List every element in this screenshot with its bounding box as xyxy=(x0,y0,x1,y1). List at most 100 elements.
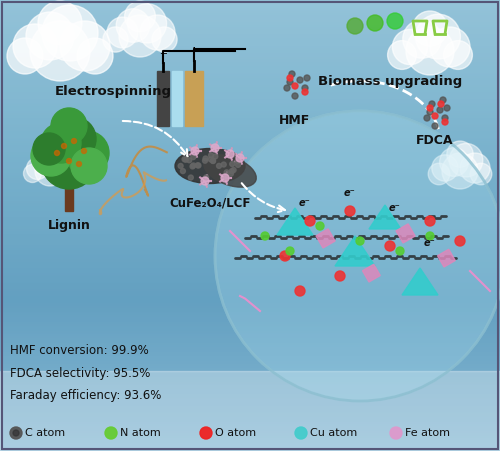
Circle shape xyxy=(71,148,107,184)
Text: N atom: N atom xyxy=(120,428,161,438)
Circle shape xyxy=(76,161,82,166)
Circle shape xyxy=(201,177,209,185)
Circle shape xyxy=(427,105,433,111)
Circle shape xyxy=(347,18,363,34)
FancyArrowPatch shape xyxy=(123,121,188,156)
Circle shape xyxy=(449,143,483,177)
Circle shape xyxy=(292,93,298,99)
Circle shape xyxy=(204,175,208,180)
Text: e⁻: e⁻ xyxy=(424,238,436,248)
Circle shape xyxy=(26,157,48,179)
Circle shape xyxy=(447,141,473,167)
Bar xyxy=(185,71,203,126)
Circle shape xyxy=(41,133,97,189)
Ellipse shape xyxy=(175,148,245,184)
Polygon shape xyxy=(369,205,401,229)
Text: Fe atom: Fe atom xyxy=(405,428,450,438)
Circle shape xyxy=(403,20,441,58)
Bar xyxy=(316,229,335,248)
Circle shape xyxy=(261,232,269,240)
Circle shape xyxy=(182,157,187,162)
Circle shape xyxy=(231,167,236,173)
Circle shape xyxy=(385,241,395,251)
Circle shape xyxy=(107,17,138,48)
Circle shape xyxy=(432,113,438,119)
Text: HMF conversion: 99.9%: HMF conversion: 99.9% xyxy=(10,345,149,358)
Circle shape xyxy=(208,153,214,158)
Circle shape xyxy=(7,38,43,74)
Circle shape xyxy=(470,163,492,185)
Circle shape xyxy=(191,163,196,168)
Circle shape xyxy=(460,153,490,183)
Circle shape xyxy=(387,13,403,29)
Circle shape xyxy=(128,4,166,43)
Circle shape xyxy=(221,162,226,167)
Text: +: + xyxy=(188,45,200,58)
Circle shape xyxy=(297,77,303,83)
Circle shape xyxy=(440,147,468,176)
Circle shape xyxy=(124,1,156,32)
Circle shape xyxy=(42,5,98,61)
Circle shape xyxy=(24,165,42,183)
Circle shape xyxy=(66,158,71,164)
Bar xyxy=(65,176,73,211)
Text: FDCA: FDCA xyxy=(416,134,454,147)
Circle shape xyxy=(442,115,448,121)
Circle shape xyxy=(10,427,22,439)
Circle shape xyxy=(203,156,208,161)
Circle shape xyxy=(52,117,96,161)
Text: Faraday efficiency: 93.6%: Faraday efficiency: 93.6% xyxy=(10,388,162,401)
Circle shape xyxy=(72,138,76,143)
Text: e⁻: e⁻ xyxy=(344,188,356,198)
Circle shape xyxy=(356,237,364,245)
Circle shape xyxy=(440,97,446,103)
Circle shape xyxy=(41,148,69,176)
Circle shape xyxy=(302,85,308,91)
Circle shape xyxy=(33,152,57,175)
Circle shape xyxy=(51,108,87,144)
Circle shape xyxy=(287,75,293,81)
Circle shape xyxy=(428,163,450,185)
Circle shape xyxy=(286,247,294,255)
Circle shape xyxy=(202,158,207,163)
Ellipse shape xyxy=(204,155,256,187)
Circle shape xyxy=(455,236,465,246)
Bar xyxy=(172,71,182,126)
Circle shape xyxy=(58,165,76,183)
Circle shape xyxy=(442,119,448,125)
Circle shape xyxy=(221,174,229,182)
Circle shape xyxy=(235,159,240,164)
Polygon shape xyxy=(277,208,313,235)
Circle shape xyxy=(345,206,355,216)
Circle shape xyxy=(65,131,109,175)
Circle shape xyxy=(280,251,290,261)
Text: C atom: C atom xyxy=(25,428,65,438)
Circle shape xyxy=(30,21,90,81)
Circle shape xyxy=(230,169,234,174)
Circle shape xyxy=(416,14,461,59)
Circle shape xyxy=(228,171,234,176)
Circle shape xyxy=(210,158,216,163)
Circle shape xyxy=(437,107,443,113)
Circle shape xyxy=(292,83,298,89)
Circle shape xyxy=(39,146,61,168)
Circle shape xyxy=(195,163,200,168)
Circle shape xyxy=(186,158,192,163)
Circle shape xyxy=(82,148,86,153)
Circle shape xyxy=(444,105,450,111)
Circle shape xyxy=(184,157,188,162)
Circle shape xyxy=(216,163,222,168)
Text: Lignin: Lignin xyxy=(48,219,90,232)
Circle shape xyxy=(426,232,434,240)
Circle shape xyxy=(427,109,433,115)
Circle shape xyxy=(444,41,472,69)
Circle shape xyxy=(396,247,404,255)
Circle shape xyxy=(38,1,82,45)
Circle shape xyxy=(105,427,117,439)
Text: ─: ─ xyxy=(160,49,166,59)
Circle shape xyxy=(284,85,290,91)
Circle shape xyxy=(26,12,74,60)
Circle shape xyxy=(295,427,307,439)
Text: O atom: O atom xyxy=(215,428,256,438)
Circle shape xyxy=(226,150,234,158)
